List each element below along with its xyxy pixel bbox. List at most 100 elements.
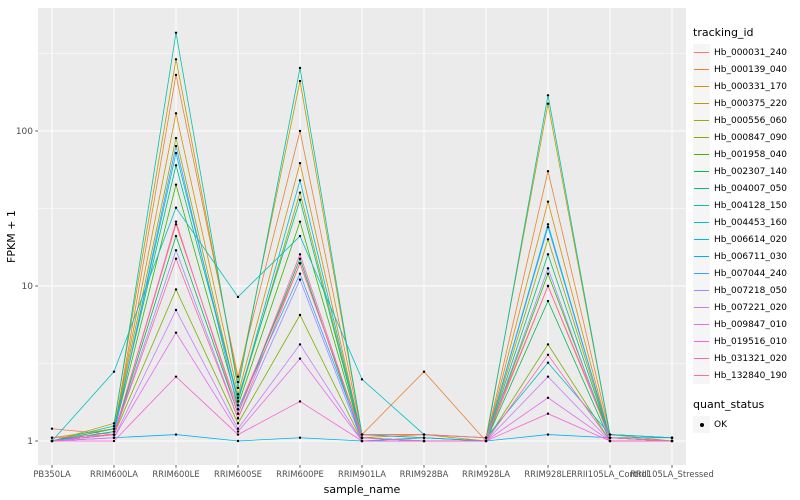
data-point bbox=[236, 386, 240, 390]
legend-item: Hb_007218_050 bbox=[693, 282, 799, 299]
data-point bbox=[112, 370, 116, 373]
data-point bbox=[50, 427, 54, 430]
legend-key-line bbox=[693, 180, 710, 197]
data-point bbox=[236, 380, 240, 384]
data-point bbox=[298, 313, 302, 317]
series-color-swatch bbox=[694, 341, 709, 342]
data-point bbox=[298, 272, 302, 275]
x-tick-label: RRII105LA_Stressed bbox=[630, 469, 714, 479]
legend-item-label: Hb_007221_020 bbox=[714, 302, 788, 313]
legend-item: Hb_031321_020 bbox=[693, 350, 799, 367]
legend-key-line bbox=[693, 112, 710, 129]
legend-key-line bbox=[693, 44, 710, 61]
data-point bbox=[298, 357, 302, 360]
data-point bbox=[174, 164, 178, 167]
data-point bbox=[174, 220, 178, 223]
legend-item: Hb_004128_150 bbox=[693, 197, 799, 214]
data-point bbox=[174, 375, 178, 378]
data-point bbox=[298, 66, 302, 70]
legend-key-line bbox=[693, 61, 710, 78]
data-point bbox=[174, 144, 178, 148]
x-tick-label: RRIM600LA bbox=[90, 469, 138, 479]
data-point bbox=[174, 308, 178, 312]
data-point bbox=[174, 234, 178, 238]
data-point bbox=[484, 436, 488, 439]
legend-key-line bbox=[693, 78, 710, 95]
legend-key-line bbox=[693, 214, 710, 231]
data-point bbox=[546, 361, 550, 364]
legend-key-line bbox=[693, 129, 710, 146]
data-point bbox=[298, 400, 302, 403]
legend-title-quant-status: quant_status bbox=[693, 398, 765, 411]
data-point bbox=[608, 433, 612, 436]
x-tick-label: RRIM928BA bbox=[400, 469, 449, 479]
series-color-swatch bbox=[694, 375, 709, 376]
legend-key-line bbox=[693, 265, 710, 282]
legend-item: Hb_004453_160 bbox=[693, 214, 799, 231]
legend-items-quant-status: OK bbox=[693, 416, 799, 433]
series-color-swatch bbox=[694, 86, 709, 87]
data-point bbox=[174, 288, 178, 291]
x-tick-label: RRIM600LE bbox=[152, 469, 199, 479]
data-point bbox=[236, 393, 240, 396]
legend-key-line bbox=[693, 95, 710, 112]
data-point bbox=[298, 220, 302, 223]
data-point bbox=[112, 439, 116, 443]
data-point bbox=[236, 396, 240, 399]
legend-item-label: Hb_004453_160 bbox=[714, 217, 788, 228]
series-color-swatch bbox=[694, 358, 709, 359]
data-point bbox=[422, 370, 426, 373]
data-point bbox=[546, 272, 550, 275]
data-point bbox=[236, 430, 240, 433]
legend-item-label: OK bbox=[714, 419, 727, 430]
data-point bbox=[298, 191, 302, 194]
legend-key-line bbox=[693, 299, 710, 316]
legend-items-tracking-id: Hb_000031_240 Hb_000139_040 Hb_000331_170 H… bbox=[693, 44, 799, 384]
data-point bbox=[546, 412, 550, 415]
legend-item-label: Hb_009847_010 bbox=[714, 319, 788, 330]
x-tick-label: RRIM928LA bbox=[462, 469, 510, 479]
data-point bbox=[298, 234, 302, 238]
data-point bbox=[112, 433, 116, 436]
legend-item: Hb_132840_190 bbox=[693, 367, 799, 384]
legend-item-label: Hb_007044_240 bbox=[714, 268, 788, 279]
y-tick-label: 100 bbox=[16, 127, 33, 137]
legend-item: Hb_000139_040 bbox=[693, 61, 799, 78]
data-point bbox=[422, 433, 426, 436]
data-point bbox=[298, 343, 302, 346]
data-point bbox=[546, 375, 550, 378]
legend-item: Hb_000031_240 bbox=[693, 44, 799, 61]
data-point bbox=[50, 439, 54, 443]
data-point bbox=[174, 151, 178, 155]
y-axis-label: FPKM + 1 bbox=[5, 210, 18, 263]
data-point bbox=[174, 433, 178, 436]
data-point bbox=[112, 430, 116, 433]
series-color-swatch bbox=[694, 239, 709, 240]
legend-key-line bbox=[693, 367, 710, 384]
series-color-swatch bbox=[694, 205, 709, 206]
data-point bbox=[298, 257, 302, 260]
data-point bbox=[422, 436, 426, 439]
x-axis-label: sample_name bbox=[323, 483, 401, 496]
legend-item-label: Hb_001958_040 bbox=[714, 149, 788, 160]
series-color-swatch bbox=[694, 290, 709, 291]
data-point bbox=[546, 94, 550, 97]
legend-item: Hb_000556_060 bbox=[693, 112, 799, 129]
legend-key-point bbox=[693, 416, 710, 433]
data-point bbox=[546, 396, 550, 399]
legend-title-tracking-id: tracking_id bbox=[693, 26, 754, 39]
legend-item-label: Hb_000847_090 bbox=[714, 132, 788, 143]
x-tick-label: RRIM600SE bbox=[214, 469, 262, 479]
data-point bbox=[608, 436, 612, 439]
data-point bbox=[360, 439, 364, 443]
data-point bbox=[298, 198, 302, 201]
legend-key-line bbox=[693, 282, 710, 299]
data-point bbox=[174, 257, 178, 260]
series-color-swatch bbox=[694, 69, 709, 70]
x-tick-label: RRIM928LE bbox=[524, 469, 571, 479]
legend-item-label: Hb_000139_040 bbox=[714, 64, 788, 75]
legend-key-line bbox=[693, 333, 710, 350]
data-point bbox=[236, 427, 240, 430]
series-color-swatch bbox=[694, 324, 709, 325]
